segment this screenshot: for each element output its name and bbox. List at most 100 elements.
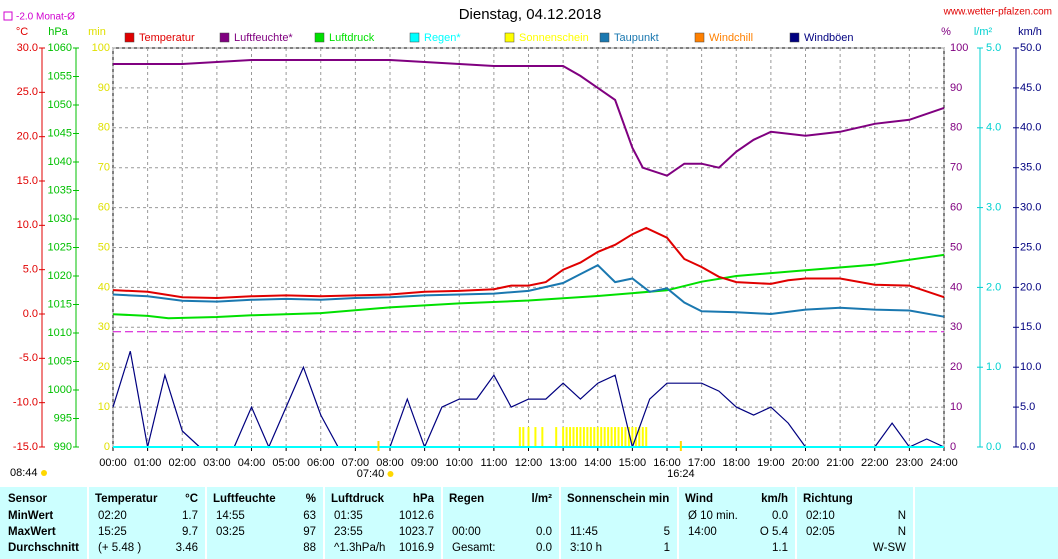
table-row-label: MinWert xyxy=(8,510,53,522)
y-tick-label: 30 xyxy=(98,321,110,333)
table-cell: 11:45 xyxy=(570,526,598,538)
y-tick-label: -15.0 xyxy=(13,441,38,453)
y-tick-label: 15.0 xyxy=(17,175,38,187)
table-cell: N xyxy=(898,526,906,538)
table-cell: 3:10 h xyxy=(570,542,602,554)
y-tick-label: 1025 xyxy=(48,241,72,253)
y-tick-label: 90 xyxy=(98,82,110,94)
x-tick-label: 10:00 xyxy=(445,457,473,469)
sunshine-bar xyxy=(582,427,585,447)
table-header: Regen xyxy=(449,493,484,505)
legend-swatch xyxy=(789,32,800,43)
y-tick-label: 15.0 xyxy=(1020,321,1041,333)
x-tick-label: 18:00 xyxy=(722,457,750,469)
x-tick-label: 11:00 xyxy=(481,457,508,469)
y-tick-label: 1030 xyxy=(48,213,72,225)
y-tick-label: 10 xyxy=(950,401,962,413)
x-tick-label: 09:00 xyxy=(411,457,439,469)
monthly-mean-label: -2.0 Monat-Ø xyxy=(16,12,75,23)
x-tick-label: 23:00 xyxy=(896,457,924,469)
legend-label: Taupunkt xyxy=(614,32,659,44)
y-tick-label: 1040 xyxy=(48,156,72,168)
y-tick-label: 1050 xyxy=(48,99,72,111)
y-tick-label: 1055 xyxy=(48,70,72,82)
table-header-unit: % xyxy=(306,493,316,505)
x-tick-label: 14:00 xyxy=(584,457,612,469)
legend-swatch xyxy=(504,32,515,43)
sunshine-bar xyxy=(645,427,648,447)
table-cell: 02:05 xyxy=(806,526,835,538)
legend-label: Windböen xyxy=(804,32,854,44)
y-tick-label: 1060 xyxy=(48,42,72,54)
y-tick-label: 20 xyxy=(98,361,110,373)
x-tick-label: 08:00 xyxy=(376,457,404,469)
x-tick-label: 02:00 xyxy=(168,457,196,469)
table-cell: 14:00 xyxy=(688,526,717,538)
table-cell: 97 xyxy=(303,526,316,538)
table-cell: 15:25 xyxy=(98,526,127,538)
table-header-unit: °C xyxy=(185,493,198,505)
sunshine-bar xyxy=(589,427,592,447)
sunshine-bar xyxy=(600,427,603,447)
series-line xyxy=(112,253,945,320)
axis-unit: % xyxy=(941,26,951,38)
table-cell: ^1.3hPa/h xyxy=(334,542,385,554)
table-cell: Ø 10 min. xyxy=(688,510,738,522)
sunshine-bar xyxy=(572,427,575,447)
x-tick-label: 04:00 xyxy=(238,457,266,469)
legend-swatch xyxy=(599,32,610,43)
y-tick-label: 35.0 xyxy=(1020,162,1041,174)
axis-unit: °C xyxy=(16,26,28,38)
sunshine-bar xyxy=(593,427,596,447)
table-cell: 1023.7 xyxy=(399,526,434,538)
monthly-mean-icon xyxy=(3,11,13,21)
y-tick-label: 0 xyxy=(104,441,110,453)
legend-label: Sonnenschein xyxy=(519,32,589,44)
sunshine-bar xyxy=(562,427,565,447)
y-tick-label: -5.0 xyxy=(19,352,38,364)
legend-swatch xyxy=(314,32,325,43)
table-cell: 1 xyxy=(664,542,670,554)
y-tick-label: 10.0 xyxy=(17,219,38,231)
sunshine-bar xyxy=(555,427,558,447)
x-tick-label: 12:00 xyxy=(515,457,543,469)
x-tick-label: 19:00 xyxy=(757,457,785,469)
series-line xyxy=(112,263,945,318)
y-tick-label: 0.0 xyxy=(986,441,1001,453)
table-header-unit: l/m² xyxy=(532,493,553,505)
y-tick-label: -10.0 xyxy=(13,397,38,409)
x-tick-label: 00:00 xyxy=(99,457,127,469)
x-tick-label: 15:00 xyxy=(619,457,647,469)
y-tick-label: 40 xyxy=(950,281,962,293)
y-tick-label: 1035 xyxy=(48,184,72,196)
y-tick-label: 100 xyxy=(92,42,110,54)
legend-label: Luftdruck xyxy=(329,32,375,44)
y-tick-label: 40 xyxy=(98,281,110,293)
table-cell: (+ 5.48 ) xyxy=(98,542,141,554)
y-tick-label: 30.0 xyxy=(17,42,38,54)
sunrise-label: 07:40 xyxy=(357,468,385,480)
x-tick-label: 07:00 xyxy=(342,457,370,469)
sunshine-bar xyxy=(624,427,627,447)
table-cell: 63 xyxy=(303,510,316,522)
table-cell: W-SW xyxy=(873,542,906,554)
y-tick-label: 50.0 xyxy=(1020,42,1041,54)
table-cell: 0.0 xyxy=(536,526,552,538)
y-tick-label: 1045 xyxy=(48,127,72,139)
y-tick-label: 0.0 xyxy=(1020,441,1035,453)
y-tick-label: 80 xyxy=(98,122,110,134)
y-tick-label: 45.0 xyxy=(1020,82,1041,94)
y-tick-label: 20.0 xyxy=(17,131,38,143)
table-background xyxy=(0,487,1058,559)
sunshine-bar xyxy=(569,427,572,447)
y-tick-label: 1000 xyxy=(48,384,72,396)
sunshine-bar xyxy=(534,427,537,447)
x-tick-label: 24:00 xyxy=(930,457,958,469)
sunshine-bar xyxy=(565,427,568,447)
sunshine-bar xyxy=(522,427,525,447)
sunshine-bar xyxy=(620,427,623,447)
table-header-unit: km/h xyxy=(761,493,788,505)
table-header: Luftdruck xyxy=(331,493,385,505)
sunset-label: 16:24 xyxy=(667,468,695,480)
chart-title: Dienstag, 04.12.2018 xyxy=(459,6,602,23)
